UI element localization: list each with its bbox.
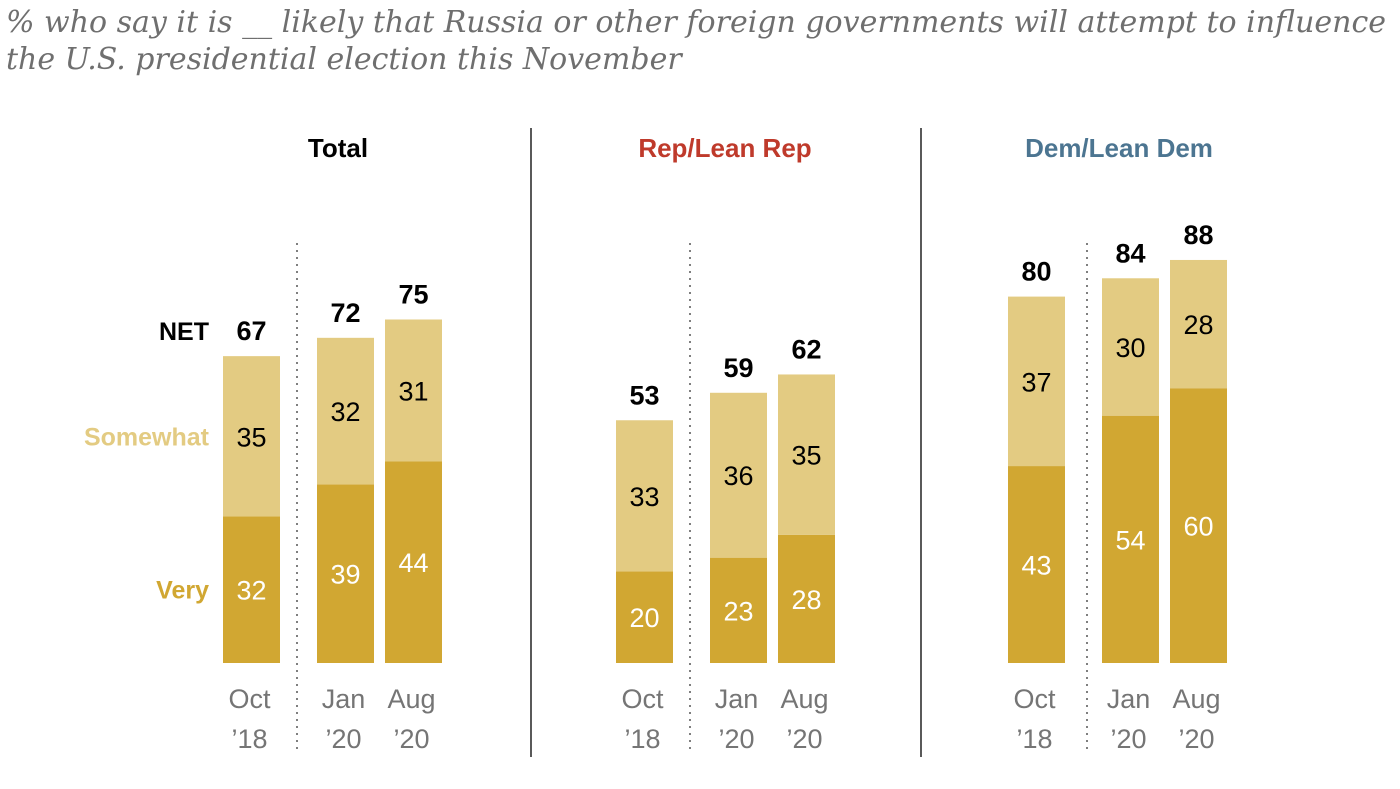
bar-very-label: 39	[330, 560, 360, 590]
net-value-label: 88	[1183, 220, 1213, 250]
bar-very-label: 54	[1115, 525, 1145, 555]
bar-somewhat	[1102, 278, 1159, 416]
x-tick-year: ’18	[1016, 724, 1052, 754]
bar-very	[616, 571, 673, 663]
net-value-label: 75	[398, 280, 428, 310]
panel-title: Dem/Lean Dem	[1025, 133, 1213, 163]
bar-somewhat-label: 36	[723, 461, 753, 491]
bar-very	[385, 461, 442, 663]
bar-somewhat	[317, 337, 374, 485]
bar-somewhat	[385, 319, 442, 462]
bar-somewhat-label: 37	[1021, 367, 1051, 397]
bar-somewhat-label: 35	[236, 422, 266, 452]
bar-very-label: 44	[398, 548, 428, 578]
x-tick-year: ’20	[1110, 724, 1146, 754]
bar-somewhat-label: 31	[398, 376, 428, 406]
x-tick-month: Aug	[387, 684, 435, 714]
bar-somewhat-label: 32	[330, 397, 360, 427]
x-tick-year: ’20	[786, 724, 822, 754]
bar-very	[223, 516, 280, 663]
bar-somewhat-label: 28	[1183, 310, 1213, 340]
x-tick-month: Aug	[1172, 684, 1220, 714]
bar-somewhat	[616, 420, 673, 572]
bar-somewhat	[710, 392, 767, 558]
net-value-label: 59	[723, 353, 753, 383]
bar-very	[1170, 388, 1227, 663]
bar-very	[710, 557, 767, 663]
x-tick-year: ’20	[718, 724, 754, 754]
subtitle-line-2: the U.S. presidential election this Nove…	[6, 42, 682, 77]
x-tick-year: ’20	[1178, 724, 1214, 754]
x-tick-month: Jan	[1107, 684, 1151, 714]
bar-somewhat	[1008, 296, 1065, 467]
bar-somewhat-label: 30	[1115, 333, 1145, 363]
net-value-label: 84	[1115, 238, 1145, 268]
net-value-label: 72	[330, 298, 360, 328]
bar-very-label: 28	[791, 585, 821, 615]
bar-somewhat	[223, 356, 280, 517]
chart-subtitle: % who say it is __ likely that Russia or…	[6, 4, 1386, 78]
bar-very-label: 32	[236, 576, 266, 606]
x-tick-month: Jan	[322, 684, 366, 714]
net-value-label: 53	[629, 380, 659, 410]
x-tick-year: ’20	[325, 724, 361, 754]
panel-title: Total	[308, 133, 368, 163]
x-tick-year: ’18	[624, 724, 660, 754]
x-tick-month: Aug	[780, 684, 828, 714]
net-value-label: 67	[236, 316, 266, 346]
net-value-label: 62	[791, 334, 821, 364]
bar-somewhat	[1170, 259, 1227, 389]
subtitle-line-1: % who say it is __ likely that Russia or…	[6, 5, 1387, 40]
bar-somewhat-label: 35	[791, 441, 821, 471]
bar-very-label: 43	[1021, 551, 1051, 581]
legend-somewhat-label: Somewhat	[84, 423, 210, 451]
legend-net-label: NET	[159, 318, 209, 346]
bar-very-label: 20	[629, 603, 659, 633]
x-tick-month: Oct	[228, 684, 271, 714]
x-tick-year: ’20	[393, 724, 429, 754]
bar-very-label: 23	[723, 596, 753, 626]
bar-very-label: 60	[1183, 512, 1213, 542]
legend-very-label: Very	[156, 577, 209, 605]
bar-very	[778, 534, 835, 663]
x-tick-year: ’18	[231, 724, 267, 754]
bar-very	[1102, 415, 1159, 663]
x-tick-month: Oct	[621, 684, 664, 714]
x-tick-month: Jan	[715, 684, 759, 714]
bar-very	[317, 484, 374, 663]
bar-very	[1008, 466, 1065, 663]
bar-somewhat	[778, 374, 835, 535]
net-value-label: 80	[1021, 257, 1051, 287]
panel-title: Rep/Lean Rep	[638, 133, 811, 163]
x-tick-month: Oct	[1013, 684, 1056, 714]
bar-somewhat-label: 33	[629, 482, 659, 512]
